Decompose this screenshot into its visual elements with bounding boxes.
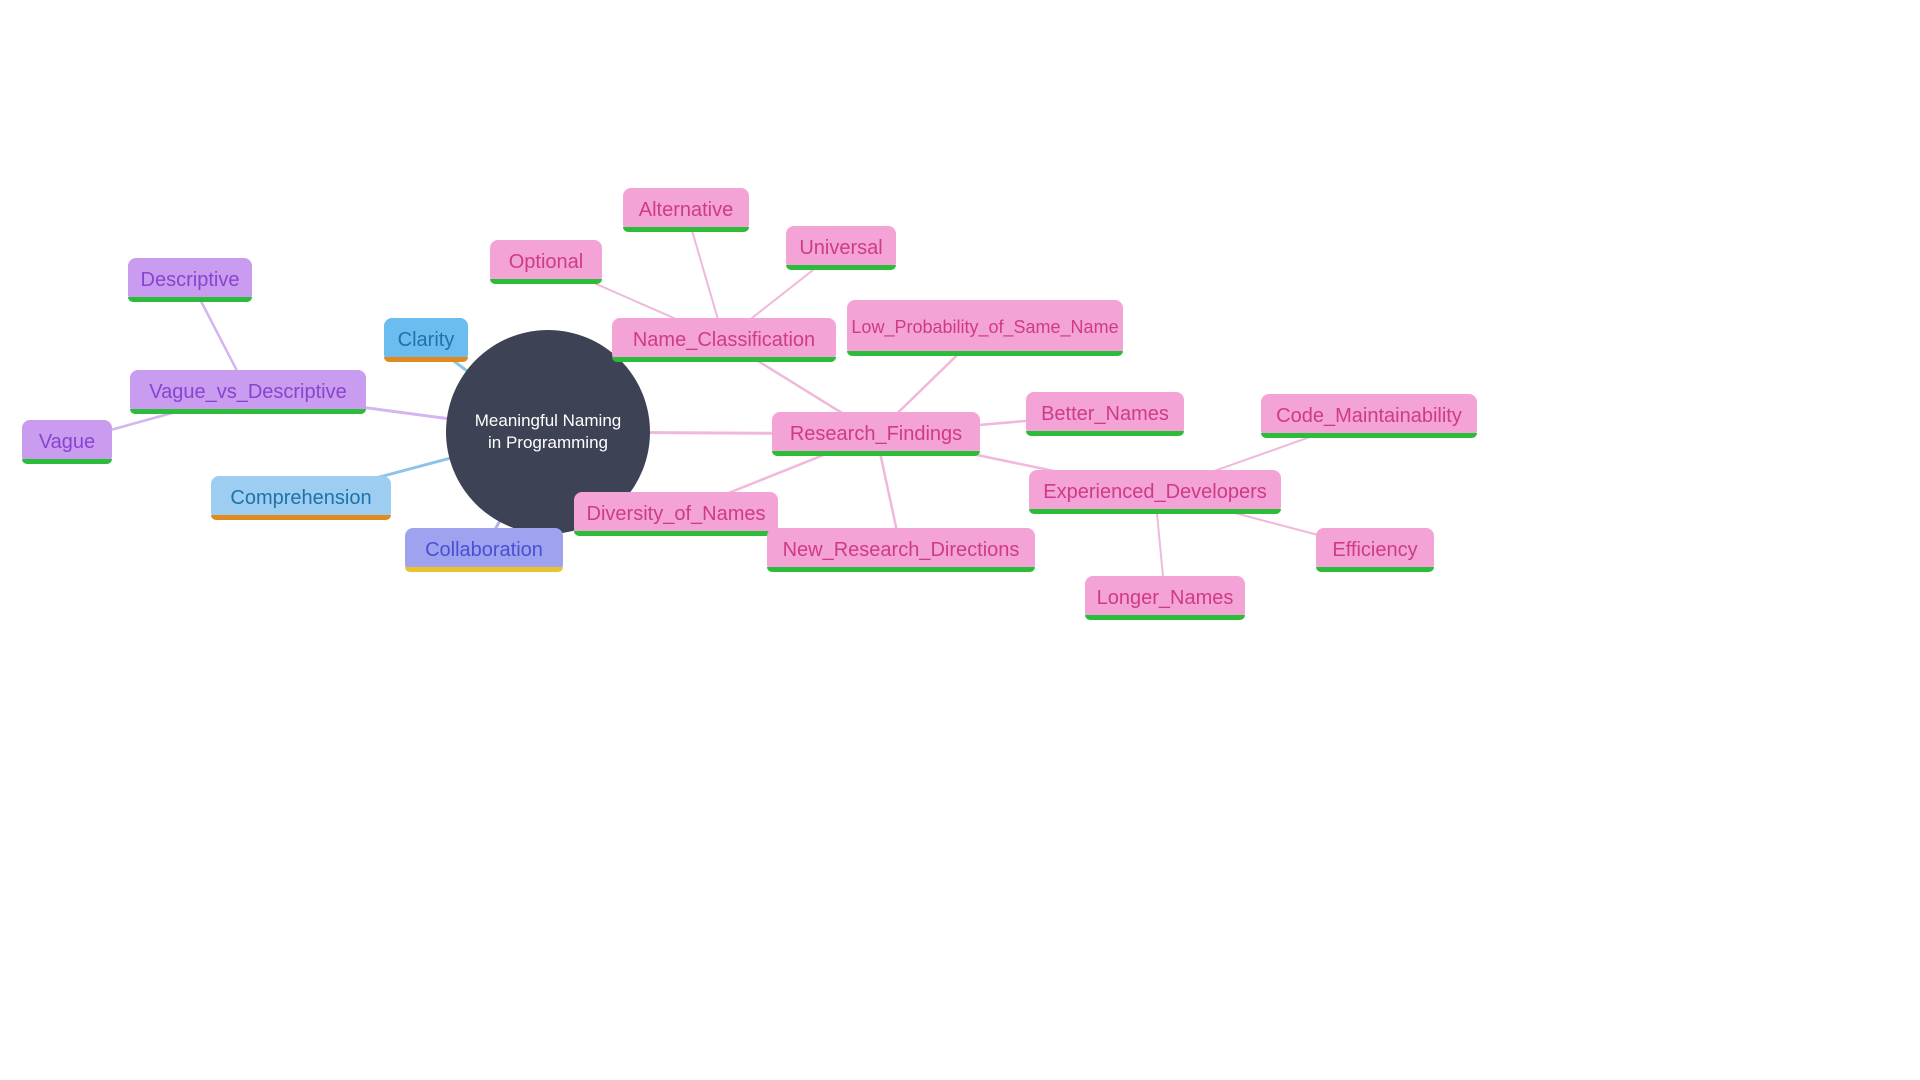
node-collaboration: Collaboration [405,528,563,572]
node-optional: Optional [490,240,602,284]
node-diversity: Diversity_of_Names [574,492,778,536]
node-comprehension: Comprehension [211,476,391,520]
node-research: Research_Findings [772,412,980,456]
node-underline [211,515,391,520]
node-label: Universal [799,237,882,260]
node-label: Collaboration [425,539,543,562]
node-newdir: New_Research_Directions [767,528,1035,572]
node-label: Efficiency [1332,539,1417,562]
node-label: Vague [39,431,95,454]
node-label: New_Research_Directions [783,539,1020,562]
node-underline [490,279,602,284]
node-underline [130,409,366,414]
node-lowprob: Low_Probability_of_Same_Name [847,300,1123,356]
node-underline [574,531,778,536]
node-underline [847,351,1123,356]
node-vvd: Vague_vs_Descriptive [130,370,366,414]
node-underline [128,297,252,302]
node-underline [786,265,896,270]
node-label: Comprehension [230,487,371,510]
node-label: Optional [509,251,584,274]
node-expdev: Experienced_Developers [1029,470,1281,514]
node-label: Diversity_of_Names [587,503,766,526]
node-universal: Universal [786,226,896,270]
node-label: Better_Names [1041,403,1169,426]
node-underline [1261,433,1477,438]
center-node-label: Meaningful Naming in Programming [466,410,630,454]
node-alternative: Alternative [623,188,749,232]
node-label: Research_Findings [790,423,962,446]
node-codemaint: Code_Maintainability [1261,394,1477,438]
node-underline [22,459,112,464]
node-underline [1316,567,1434,572]
node-underline [1085,615,1245,620]
node-label: Vague_vs_Descriptive [149,381,347,404]
node-nameclass: Name_Classification [612,318,836,362]
node-underline [772,451,980,456]
node-underline [384,357,468,362]
node-underline [1029,509,1281,514]
node-underline [767,567,1035,572]
node-label: Low_Probability_of_Same_Name [851,317,1118,339]
node-label: Code_Maintainability [1276,405,1462,428]
node-underline [1026,431,1184,436]
node-efficiency: Efficiency [1316,528,1434,572]
node-label: Descriptive [141,269,240,292]
node-longernames: Longer_Names [1085,576,1245,620]
node-underline [405,567,563,572]
node-betternames: Better_Names [1026,392,1184,436]
node-label: Alternative [639,199,734,222]
node-label: Clarity [398,329,455,352]
node-label: Longer_Names [1097,587,1234,610]
node-clarity: Clarity [384,318,468,362]
node-label: Experienced_Developers [1043,481,1266,504]
node-underline [612,357,836,362]
node-label: Name_Classification [633,329,815,352]
node-descriptive: Descriptive [128,258,252,302]
node-vague: Vague [22,420,112,464]
node-underline [623,227,749,232]
